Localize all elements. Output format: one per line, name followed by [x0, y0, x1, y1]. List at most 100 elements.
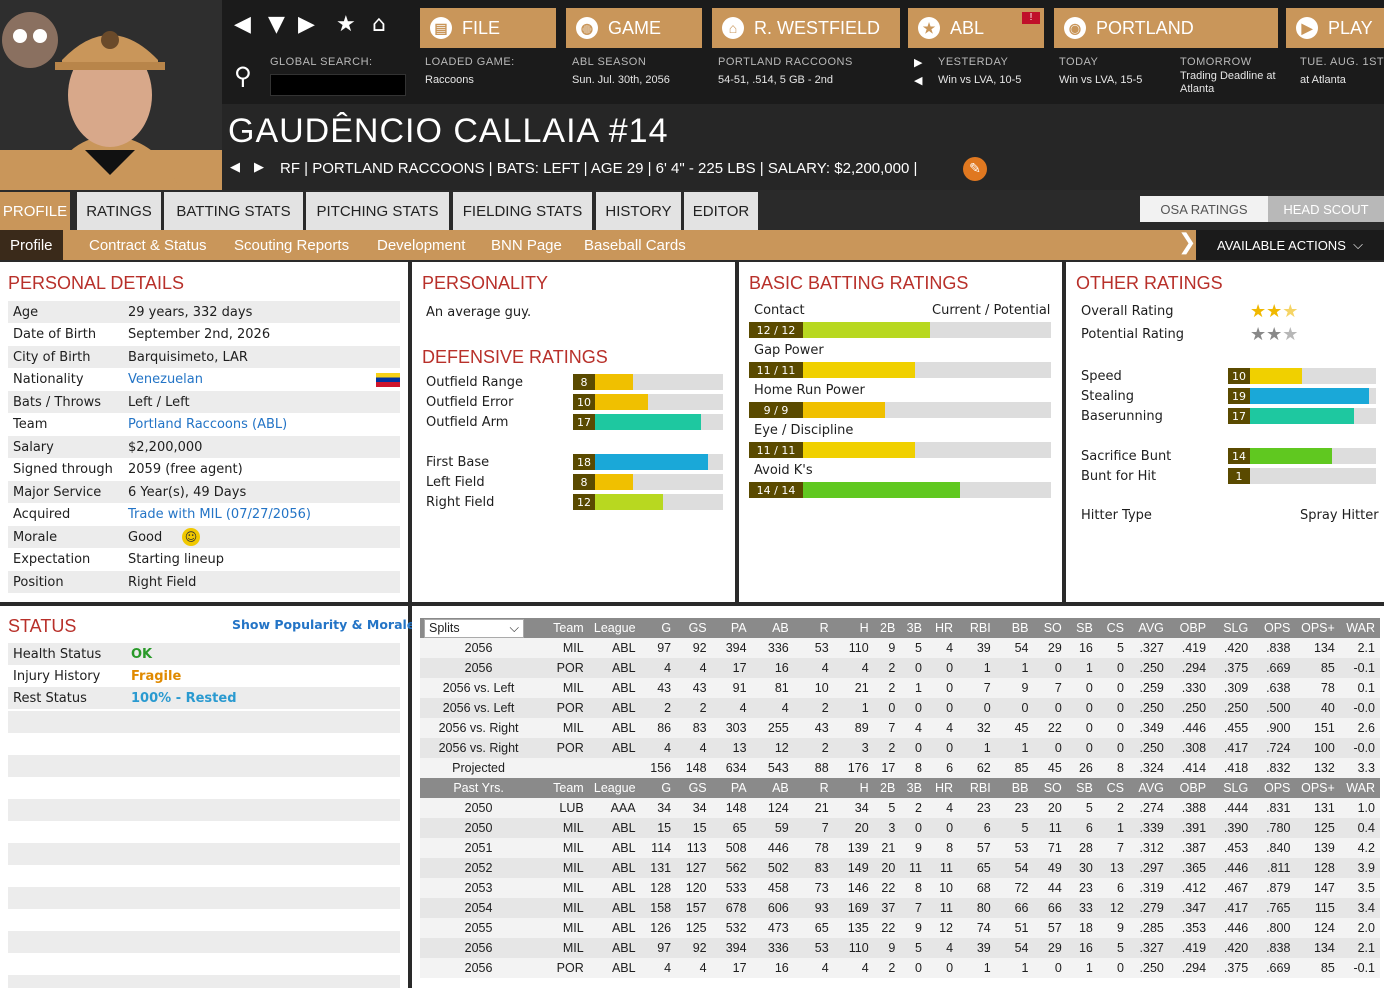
table-row[interactable]: 2051 MIL ABL 114 113 508 446 78 139 21 9 8 57 53 71 28 7… — [420, 838, 1380, 858]
search-icon[interactable]: ⚲ — [234, 62, 252, 90]
table-row[interactable]: 2052 MIL ABL 131 127 562 502 83 149 20 11 11 65 54 49 3… — [420, 858, 1380, 878]
column-header[interactable]: WAR — [1339, 618, 1380, 638]
tab-batting-stats[interactable]: BATTING STATS — [164, 192, 303, 230]
prev-day-arrow-icon[interactable]: ◀ — [914, 74, 923, 87]
column-header[interactable]: OPS+ — [1295, 778, 1340, 798]
subtab-development[interactable]: Development — [377, 236, 466, 254]
table-row[interactable]: Projected 156 148 634 543 88 176 17 8 6 62 85 45 26 8.… — [420, 758, 1380, 778]
column-header[interactable]: H — [833, 618, 874, 638]
column-header[interactable]: Team — [542, 618, 589, 638]
tab-profile[interactable]: PROFILE — [0, 192, 70, 230]
game-button[interactable]: ◍ GAME — [566, 8, 702, 48]
column-header[interactable]: OPS — [1253, 618, 1296, 638]
table-row[interactable]: 2056 vs. Right POR ABL 4 4 13 12 2 3 2 0 0 1 1 0 0 0.250… — [420, 738, 1380, 758]
column-header[interactable]: SO — [1033, 618, 1067, 638]
forward-arrow-icon[interactable]: ▶ — [298, 12, 315, 37]
prev-player-arrow-icon[interactable]: ◀ — [230, 160, 240, 175]
column-header[interactable]: SLG — [1211, 618, 1254, 638]
league-button[interactable]: ★ ABL! — [908, 8, 1044, 48]
column-header[interactable]: CS — [1097, 618, 1129, 638]
column-header[interactable]: SB — [1066, 618, 1098, 638]
column-header[interactable]: League — [588, 618, 641, 638]
column-header[interactable]: Team — [542, 778, 589, 798]
column-header[interactable]: Past Yrs. — [420, 778, 543, 798]
head-scout-toggle[interactable]: HEAD SCOUT — [1268, 196, 1384, 222]
table-row[interactable]: 2056 vs. Left POR ABL 2 2 4 4 2 1 0 0 0 0 0 0 0 0.250.25… — [420, 698, 1380, 718]
column-header[interactable]: AVG — [1128, 778, 1169, 798]
column-header[interactable]: H — [833, 778, 874, 798]
table-row[interactable]: 2056 vs. Left MIL ABL 43 43 91 81 10 21 2 1 0 7 9 7 0 0.… — [420, 678, 1380, 698]
star-icon[interactable]: ★ — [336, 12, 356, 37]
column-header[interactable]: AB — [751, 778, 794, 798]
detail-value[interactable]: Trade with MIL (07/27/2056) — [128, 507, 311, 522]
table-row[interactable]: 2054 MIL ABL 158 157 678 606 93 169 37 7 11 80 66 66 33… — [420, 898, 1380, 918]
tab-editor[interactable]: EDITOR — [684, 192, 758, 230]
column-header[interactable]: 2B — [873, 778, 901, 798]
column-header[interactable]: PA — [711, 618, 752, 638]
table-row[interactable]: 2056 MIL ABL 97 92 394 336 53 110 9 5 4 39 54 29 16 5.32… — [420, 638, 1380, 658]
column-header[interactable]: OPS+ — [1295, 618, 1340, 638]
splits-select[interactable]: Splits ⌵ — [420, 618, 543, 638]
column-header[interactable]: AB — [751, 618, 794, 638]
column-header[interactable]: 2B — [873, 618, 901, 638]
column-header[interactable]: SLG — [1211, 778, 1254, 798]
tomorrow-event[interactable]: Trading Deadline at Atlanta — [1180, 70, 1276, 95]
column-header[interactable]: RBI — [958, 618, 996, 638]
subtab-scouting-reports[interactable]: Scouting Reports — [234, 236, 350, 254]
column-header[interactable]: 3B — [900, 778, 927, 798]
next-player-arrow-icon[interactable]: ▶ — [254, 160, 264, 175]
table-row[interactable]: 2056 POR ABL 4 4 17 16 4 4 2 0 0 1 1 0 1 0.250.294.375.6… — [420, 658, 1380, 678]
team-record[interactable]: 54-51, .514, 5 GB - 2nd — [718, 74, 833, 86]
column-header[interactable]: R — [793, 618, 834, 638]
column-header[interactable]: AVG — [1128, 618, 1169, 638]
column-header[interactable]: G — [640, 778, 677, 798]
available-actions-button[interactable]: AVAILABLE ACTIONS ⌵ — [1196, 230, 1384, 260]
season-date[interactable]: Sun. Jul. 30th, 2056 — [572, 74, 670, 86]
today-result[interactable]: Win vs LVA, 15-5 — [1059, 74, 1143, 86]
column-header[interactable]: G — [640, 618, 677, 638]
column-header[interactable]: SB — [1066, 778, 1098, 798]
splits-dropdown[interactable]: Splits ⌵ — [424, 618, 524, 638]
dropdown-arrow-icon[interactable]: ▼ — [268, 12, 285, 37]
table-row[interactable]: 2056 POR ABL 4 4 17 16 4 4 2 0 0 1 1 0 1 0.250.294.375.6… — [420, 958, 1380, 978]
subtab-contract-status[interactable]: Contract & Status — [89, 236, 207, 254]
tab-pitching-stats[interactable]: PITCHING STATS — [306, 192, 449, 230]
back-arrow-icon[interactable]: ◀ — [234, 12, 251, 37]
file-button[interactable]: ▤ FILE — [420, 8, 556, 48]
column-header[interactable]: WAR — [1339, 778, 1380, 798]
table-row[interactable]: 2055 MIL ABL 126 125 532 473 65 135 22 9 12 74 51 57 18… — [420, 918, 1380, 938]
column-header[interactable]: OPS — [1253, 778, 1296, 798]
next-day-arrow-icon[interactable]: ▶ — [914, 56, 923, 69]
tab-fielding-stats[interactable]: FIELDING STATS — [453, 192, 592, 230]
column-header[interactable]: BB — [995, 618, 1034, 638]
global-search-input[interactable] — [270, 74, 406, 96]
tab-history[interactable]: HISTORY — [596, 192, 681, 230]
column-header[interactable]: BB — [995, 778, 1034, 798]
table-row[interactable]: 2056 MIL ABL 97 92 394 336 53 110 9 5 4 39 54 29 16 5.32… — [420, 938, 1380, 958]
table-row[interactable]: 2056 vs. Right MIL ABL 86 83 303 255 43 89 7 4 4 32 4… — [420, 718, 1380, 738]
column-header[interactable]: PA — [711, 778, 752, 798]
yesterday-result[interactable]: Win vs LVA, 10-5 — [938, 74, 1022, 86]
table-row[interactable]: 2053 MIL ABL 128 120 533 458 73 146 22 8 10 68 72 44 23… — [420, 878, 1380, 898]
team-button[interactable]: ◉ PORTLAND — [1054, 8, 1278, 48]
column-header[interactable]: 3B — [900, 618, 927, 638]
next-event[interactable]: at Atlanta — [1300, 74, 1346, 86]
column-header[interactable]: League — [588, 778, 641, 798]
table-row[interactable]: 2050 MIL ABL 15 15 65 59 7 20 3 0 0 6 5 11 6 1.339.391.3… — [420, 818, 1380, 838]
column-header[interactable]: R — [793, 778, 834, 798]
column-header[interactable]: RBI — [958, 778, 996, 798]
column-header[interactable]: HR — [926, 618, 959, 638]
detail-value[interactable]: Portland Raccoons (ABL) — [128, 417, 288, 432]
subtab-profile[interactable]: Profile — [0, 230, 63, 260]
detail-value[interactable]: Venezuelan — [128, 372, 203, 387]
show-popularity-link[interactable]: Show Popularity & Morale — [232, 617, 416, 632]
table-row[interactable]: 2050 LUB AAA 34 34 148 124 21 34 5 2 4 23 23 20 5 2.274.… — [420, 798, 1380, 818]
manager-button[interactable]: ⌂ R. WESTFIELD — [712, 8, 900, 48]
column-header[interactable]: GS — [676, 778, 712, 798]
column-header[interactable]: CS — [1097, 778, 1129, 798]
column-header[interactable]: HR — [926, 778, 959, 798]
loaded-game-value[interactable]: Raccoons — [425, 74, 474, 86]
tab-ratings[interactable]: RATINGS — [77, 192, 161, 230]
column-header[interactable]: OBP — [1168, 778, 1212, 798]
column-header[interactable]: GS — [676, 618, 712, 638]
